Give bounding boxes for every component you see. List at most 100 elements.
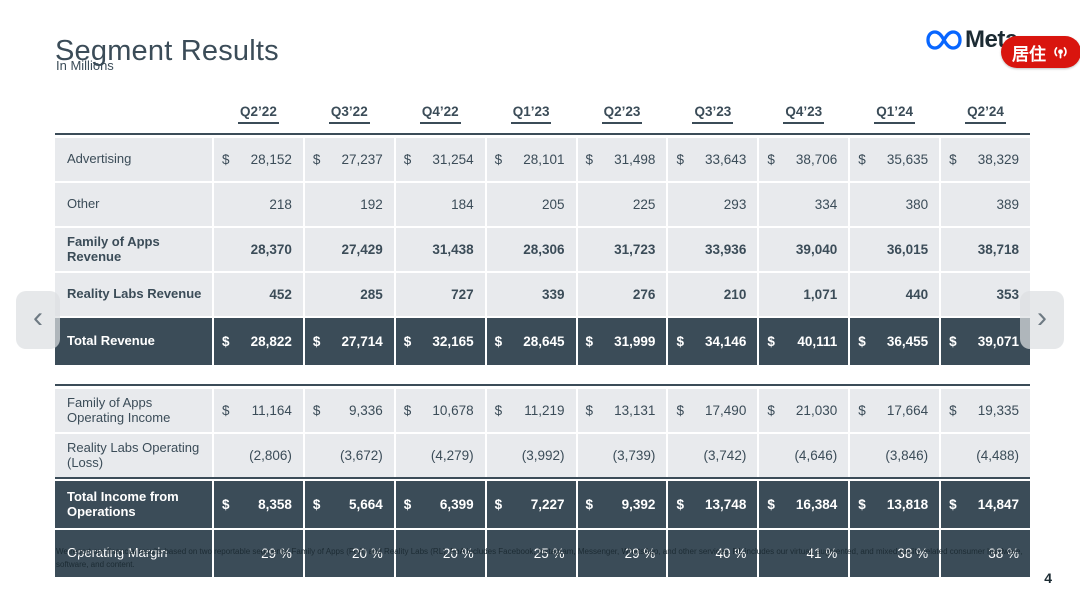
cell-value: (4,488): [976, 448, 1019, 463]
dollar-sign: $: [949, 403, 957, 418]
prev-slide-button[interactable]: ‹: [16, 291, 60, 349]
cell-value: 38,329: [977, 152, 1019, 167]
row-label: Reality Labs Revenue: [55, 273, 212, 316]
table-cell: $21,030: [759, 389, 849, 432]
table-cell: 39,040: [759, 228, 849, 271]
dollar-sign: $: [403, 403, 412, 418]
table-cell: $16,384: [759, 481, 849, 528]
table-row: Other 218 192 184 205 225 293 334 380 389: [55, 183, 1030, 226]
cell-value: 33,936: [705, 242, 747, 257]
table-cell: $40,111: [759, 318, 849, 365]
cell-value: 40 %: [715, 546, 747, 561]
dollar-sign: $: [312, 152, 321, 167]
column-header-5: Q3’23: [668, 100, 757, 124]
dollar-sign: $: [494, 152, 503, 167]
table-cell: 218: [214, 183, 303, 226]
cell-value: (2,806): [249, 448, 292, 463]
row-label: Family of Apps Operating Income: [55, 389, 212, 432]
table-cell: 31,723: [577, 228, 667, 271]
cell-value: 28,101: [523, 152, 565, 167]
table-row: Family of Apps Operating Income $11,164 $9…: [55, 389, 1030, 432]
cell-value: 28,370: [250, 242, 292, 257]
dollar-sign: $: [767, 497, 775, 512]
cell-value: 440: [905, 287, 929, 302]
cell-value: 9,336: [348, 403, 383, 418]
table-cell: 20 %: [304, 530, 394, 577]
cell-value: 218: [269, 197, 292, 212]
dollar-sign: $: [403, 152, 412, 167]
table-cell: $31,498: [577, 138, 667, 181]
table-cell: 440: [850, 273, 940, 316]
cell-value: 205: [542, 197, 565, 212]
cell-value: 31,498: [614, 152, 656, 167]
cell-value: 184: [451, 197, 474, 212]
table-cell: $9,336: [304, 389, 394, 432]
cell-value: 1,071: [803, 287, 838, 302]
dollar-sign: $: [222, 152, 230, 167]
table-cell: 353: [941, 273, 1030, 316]
table-cell: 225: [577, 183, 667, 226]
cell-value: 339: [542, 287, 565, 302]
table-cell: 27,429: [304, 228, 394, 271]
dollar-sign: $: [585, 152, 594, 167]
cell-value: 38 %: [897, 546, 929, 561]
cell-value: 13,131: [614, 403, 656, 418]
cell-value: 14,847: [977, 497, 1019, 512]
cell-value: 727: [451, 287, 474, 302]
cell-value: 20 %: [351, 546, 383, 561]
table-cell: 285: [304, 273, 394, 316]
table-cell: (3,742): [668, 434, 758, 477]
table-cell: (4,488): [941, 434, 1030, 477]
table-cell: (3,739): [577, 434, 667, 477]
table-cell: 29 %: [214, 530, 303, 577]
table-cell: 28,306: [486, 228, 576, 271]
footnote: We report our financial results based on…: [56, 547, 1023, 569]
column-header-label: Q2’23: [601, 104, 643, 124]
cell-value: (3,742): [703, 448, 747, 463]
dollar-sign: $: [222, 497, 230, 512]
cell-value: 28,306: [523, 242, 565, 257]
cell-value: 28,822: [250, 334, 292, 349]
dollar-sign: $: [494, 334, 503, 349]
row-label: Family of Apps Revenue: [55, 228, 212, 271]
table-cell: 28,370: [214, 228, 303, 271]
cell-value: 19,335: [977, 403, 1019, 418]
column-header-label: Q2’22: [238, 104, 279, 124]
table-cell: $14,847: [941, 481, 1030, 528]
table-cell: 276: [577, 273, 667, 316]
cell-value: 17,490: [705, 403, 747, 418]
column-header-label: Q4’23: [783, 104, 825, 124]
cell-value: (4,646): [794, 448, 838, 463]
cell-value: 452: [269, 287, 292, 302]
table-cell: 38 %: [941, 530, 1030, 577]
dollar-sign: $: [858, 152, 866, 167]
table-cell: (4,279): [395, 434, 485, 477]
cell-value: 285: [360, 287, 383, 302]
dollar-sign: $: [494, 403, 503, 418]
table-cell: 1,071: [759, 273, 849, 316]
badge-label: 居住: [1012, 44, 1046, 64]
cell-value: 38,706: [795, 152, 838, 167]
cell-value: 28,645: [523, 334, 565, 349]
next-slide-button[interactable]: ›: [1020, 291, 1064, 349]
cell-value: 28,152: [250, 152, 292, 167]
header-spacer: [55, 100, 212, 124]
table-cell: 31,438: [395, 228, 485, 271]
table-cell: 41 %: [759, 530, 849, 577]
table-cell: 334: [759, 183, 849, 226]
table-cell: 210: [668, 273, 758, 316]
table-cell: $39,071: [941, 318, 1030, 365]
column-header-1: Q3’22: [305, 100, 394, 124]
row-label: Reality Labs Operating (Loss): [55, 434, 212, 477]
segment-tables: Q2’22 Q3’22 Q4’22 Q1’23 Q2’23 Q3’23 Q4’23 Q1’24…: [55, 100, 1030, 596]
cell-value: 13,748: [705, 497, 747, 512]
cell-value: 27,714: [341, 334, 383, 349]
table-cell: $19,335: [941, 389, 1030, 432]
cell-value: 31,723: [614, 242, 656, 257]
row-label: Total Income from Operations: [55, 481, 212, 528]
table-cell: 36,015: [850, 228, 940, 271]
dollar-sign: $: [403, 497, 412, 512]
row-label: Operating Margin: [55, 530, 212, 577]
table-cell: 33,936: [668, 228, 758, 271]
revenue-table: Advertising $28,152 $27,237 $31,254 $28,101 $…: [55, 133, 1030, 365]
